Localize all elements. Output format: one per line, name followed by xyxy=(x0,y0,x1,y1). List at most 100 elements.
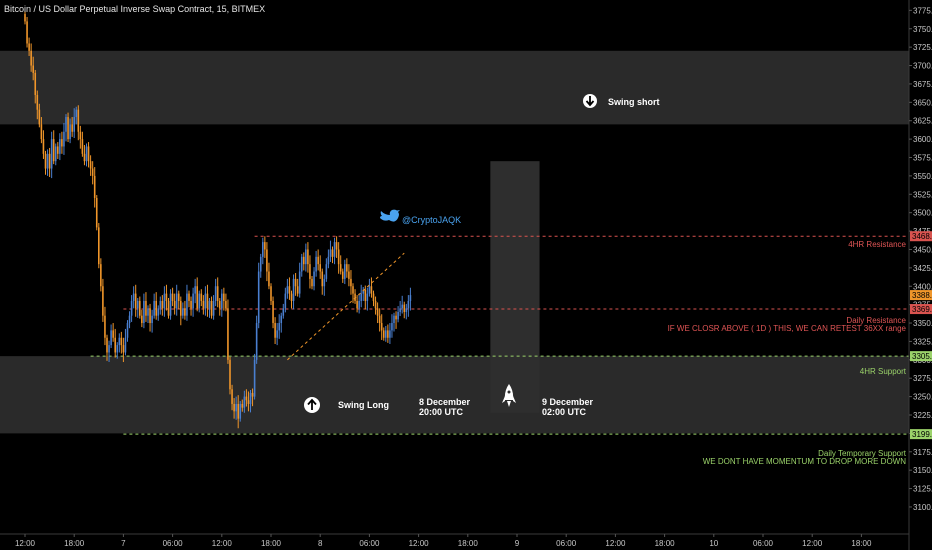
candle-body xyxy=(52,139,55,162)
candle-body xyxy=(227,308,229,360)
time-tick-label: 12:00 xyxy=(409,539,430,548)
sup4h-label: 4HR Support xyxy=(860,367,907,376)
candle-body xyxy=(30,50,32,66)
arrow-up-glyph xyxy=(307,398,317,410)
candle-body xyxy=(241,403,244,408)
price-tag xyxy=(910,304,932,315)
candle-body xyxy=(147,308,149,316)
candle-body xyxy=(73,117,75,132)
candle-body xyxy=(362,289,365,294)
candle-body xyxy=(346,264,348,272)
candle-body xyxy=(186,293,188,316)
candle-body xyxy=(36,94,39,110)
candle-body xyxy=(151,315,153,324)
candle-body xyxy=(91,168,94,176)
candle-body xyxy=(59,139,61,154)
chart-title: Bitcoin / US Dollar Perpetual Inverse Sw… xyxy=(4,4,265,14)
twitter-annotation: @CryptoJAQK xyxy=(380,209,461,225)
candle-body xyxy=(149,308,151,324)
candle-body xyxy=(214,286,217,301)
candle-body xyxy=(132,293,135,301)
zones-layer xyxy=(0,50,909,434)
candle-body xyxy=(218,300,221,309)
daily-sup-label: Daily Temporary Support xyxy=(818,449,907,458)
candle-body xyxy=(321,271,324,287)
candle-body xyxy=(108,345,110,353)
candle-body xyxy=(370,286,373,294)
candle-body xyxy=(395,315,397,320)
candle-body xyxy=(339,264,342,272)
candle-body xyxy=(337,249,340,265)
candle-body xyxy=(89,161,92,169)
candle-body xyxy=(284,293,287,309)
candle-body xyxy=(276,330,278,338)
candle-body xyxy=(40,124,43,140)
candle-body xyxy=(34,72,37,95)
time-tick-label: 06:00 xyxy=(163,539,184,548)
candle-body xyxy=(243,396,246,408)
candle-body xyxy=(255,323,258,360)
candle-body xyxy=(106,337,108,353)
swing-long-label: Swing Long xyxy=(338,400,389,410)
candle-body xyxy=(364,289,367,301)
candle-body xyxy=(63,131,65,147)
price-tag-label: 3199.0 xyxy=(912,430,932,439)
candle-body xyxy=(155,300,157,316)
price-tag xyxy=(910,231,932,242)
time-tick-label: 18:00 xyxy=(64,539,85,548)
candle-body xyxy=(122,345,125,353)
candle-body xyxy=(270,286,272,301)
candle-body xyxy=(280,315,283,324)
candle-body xyxy=(204,293,207,309)
price-tick-label: 3775.0 xyxy=(913,6,932,15)
price-tick-label: 3250.0 xyxy=(913,393,932,402)
candle-body xyxy=(128,315,131,324)
price-tick-label: 3350.0 xyxy=(913,319,932,328)
candle-body xyxy=(75,109,78,118)
price-tag-label: 3468.0 xyxy=(912,232,932,241)
candle-body xyxy=(38,109,41,125)
time-tick-label: 8 xyxy=(318,539,323,548)
candle-body xyxy=(278,323,280,331)
candle-body xyxy=(141,315,143,324)
candle-body xyxy=(382,330,385,338)
candle-body xyxy=(85,146,88,162)
candle-body xyxy=(296,286,299,294)
candle-body xyxy=(335,242,338,250)
candle-body xyxy=(264,242,266,250)
candle-body xyxy=(77,109,80,132)
candle-body xyxy=(212,300,215,316)
price-axis[interactable]: 3100.03125.03150.03175.03200.03225.03250… xyxy=(908,0,932,550)
candle-body xyxy=(67,117,69,140)
candle-body xyxy=(350,278,352,287)
candle-body xyxy=(169,293,172,316)
daily-res-label: Daily Resistance xyxy=(846,316,906,325)
candle-body xyxy=(159,300,162,309)
price-tick-label: 3275.0 xyxy=(913,374,932,383)
candle-body xyxy=(407,300,410,309)
price-tag-label: 3369.0 xyxy=(912,305,932,314)
candle-body xyxy=(309,264,311,279)
candle-body xyxy=(315,256,317,272)
time-axis[interactable]: 12:00 18:00 7 06:00 12:00 18:00 8 06:00 12:00 18:… xyxy=(0,533,909,548)
candle-body xyxy=(124,337,127,353)
candle-body xyxy=(380,323,383,331)
candle-body xyxy=(182,308,184,316)
price-tick-label: 3700.0 xyxy=(913,62,932,71)
candle-body xyxy=(257,271,260,324)
candle-body xyxy=(231,389,233,404)
candle-body xyxy=(95,197,98,228)
candle-body xyxy=(130,300,133,316)
candle-body xyxy=(171,293,174,301)
candle-body xyxy=(356,300,358,309)
price-tick-label: 3725.0 xyxy=(913,43,932,52)
price-tag xyxy=(910,351,932,362)
candle-body xyxy=(352,286,354,294)
candle-body xyxy=(120,337,123,346)
candle-body xyxy=(165,293,168,301)
candle-body xyxy=(163,293,166,309)
candle-body xyxy=(79,131,82,140)
candle-body xyxy=(46,153,49,169)
candle-body xyxy=(26,21,28,44)
candle-body xyxy=(225,300,227,309)
